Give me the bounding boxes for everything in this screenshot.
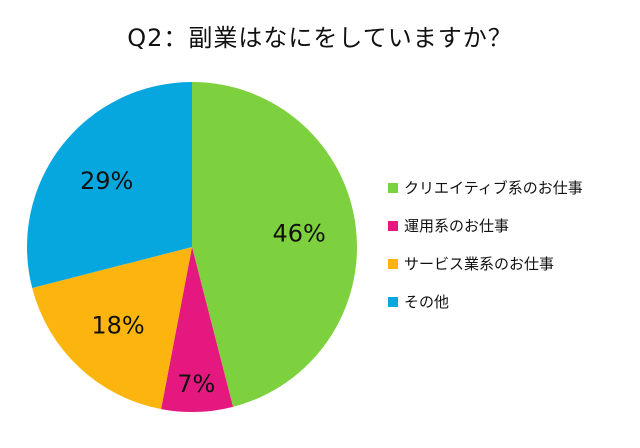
legend-label: サービス業系のお仕事 (404, 255, 555, 273)
legend-label: クリエイティブ系のお仕事 (404, 179, 583, 197)
data-label: 7% (177, 370, 215, 398)
legend-label: その他 (404, 293, 450, 311)
pie-slice (192, 82, 357, 407)
legend: クリエイティブ系のお仕事 運用系のお仕事 サービス業系のお仕事 その他 (388, 178, 638, 330)
legend-item: サービス業系のお仕事 (388, 254, 638, 292)
pie-slice (26, 82, 192, 289)
legend-item: その他 (388, 292, 638, 330)
data-label: 29% (80, 167, 133, 195)
chart-title: Q2：副業はなにをしていますか？ (127, 24, 513, 52)
data-label: 46% (272, 219, 325, 247)
data-label: 18% (91, 312, 144, 340)
legend-swatch (388, 183, 398, 193)
legend-swatch (388, 259, 398, 269)
legend-item: クリエイティブ系のお仕事 (388, 178, 638, 216)
legend-swatch (388, 297, 398, 307)
legend-swatch (388, 221, 398, 231)
pie-slice (32, 247, 192, 410)
pie-slice (161, 247, 234, 413)
legend-item: 運用系のお仕事 (388, 216, 638, 254)
legend-label: 運用系のお仕事 (404, 217, 510, 235)
